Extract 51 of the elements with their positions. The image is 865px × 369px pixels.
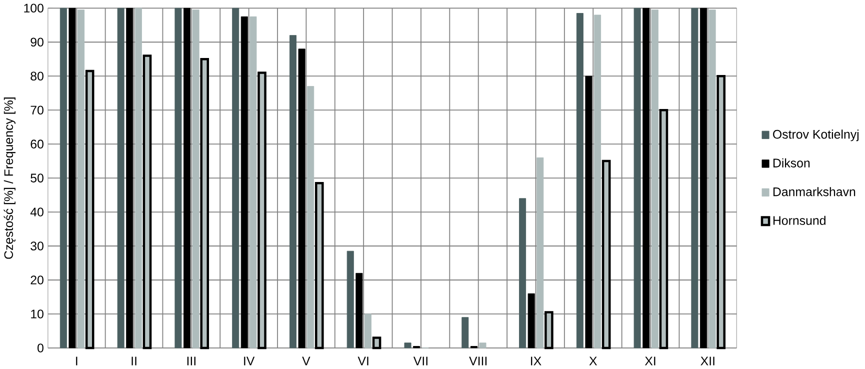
y-tick-label: 100 xyxy=(24,4,44,13)
bar xyxy=(298,48,306,348)
legend-label: Ostrov Kotielnyj xyxy=(773,130,859,142)
x-tick-label: XI xyxy=(644,356,656,366)
bar xyxy=(462,317,469,348)
bar xyxy=(356,272,363,348)
x-tick-label: VIII xyxy=(469,356,487,366)
x-tick-label: V xyxy=(302,356,310,366)
bar xyxy=(68,8,76,348)
x-tick-label: XII xyxy=(700,356,714,366)
bar xyxy=(528,293,535,348)
bar xyxy=(585,76,592,348)
x-tick-label: VII xyxy=(413,356,428,366)
y-tick-label: 80 xyxy=(30,72,44,80)
bar xyxy=(60,8,67,348)
bar xyxy=(634,8,641,348)
x-tick-label: II xyxy=(132,356,136,366)
bar xyxy=(576,13,584,348)
x-tick-label: X xyxy=(589,356,597,366)
x-tick-label: IV xyxy=(244,356,255,366)
bar xyxy=(184,8,191,348)
x-tick-label: VI xyxy=(358,356,368,366)
bar xyxy=(174,8,182,348)
bar xyxy=(404,342,412,348)
y-tick-label: 90 xyxy=(30,38,44,47)
y-tick-label: 50 xyxy=(30,174,44,182)
bar xyxy=(691,8,698,348)
y-tick-label: 10 xyxy=(31,310,44,318)
bar xyxy=(346,250,354,348)
bar xyxy=(126,8,134,348)
y-tick-label: 60 xyxy=(30,140,44,148)
legend-label: Danmarkshavn xyxy=(773,187,856,196)
y-axis-title: Częstość [%] / Frequency [%] xyxy=(4,98,16,259)
y-tick-label: 0 xyxy=(38,344,44,352)
bar xyxy=(700,8,707,348)
bar xyxy=(519,198,526,348)
bar xyxy=(117,8,124,348)
y-tick-label: 20 xyxy=(30,276,44,284)
y-tick-label: 70 xyxy=(30,106,44,114)
bar xyxy=(479,342,486,348)
legend-label: Dikson xyxy=(773,158,810,168)
x-tick-label: III xyxy=(187,356,196,366)
bar xyxy=(240,16,248,348)
bar xyxy=(289,35,296,348)
legend-label: Hornsund xyxy=(773,216,826,225)
bar xyxy=(232,8,240,348)
y-tick-label: 40 xyxy=(30,208,44,216)
bar xyxy=(642,8,650,348)
x-tick-label: I xyxy=(76,356,78,366)
x-tick-label: IX xyxy=(531,356,542,366)
y-tick-label: 30 xyxy=(30,242,44,250)
